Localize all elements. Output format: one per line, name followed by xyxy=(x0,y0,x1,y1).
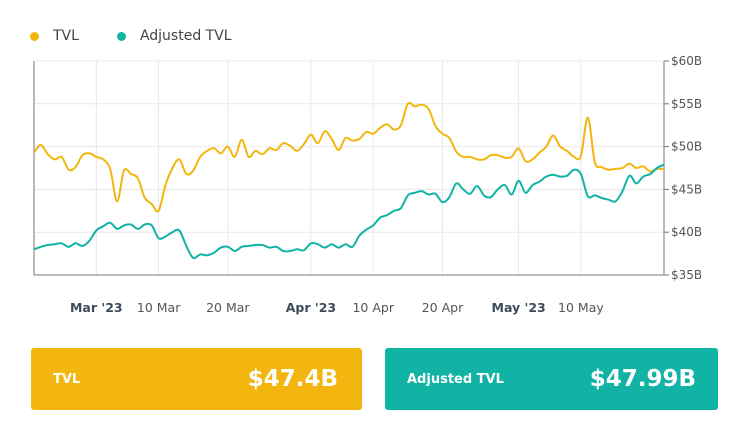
tvl-line-chart: $60B $55B $50B $45B $40B $35B Mar '23 10 Mar 20 … xyxy=(33,54,702,315)
adjusted-tvl-card-value: $47.99B xyxy=(589,366,696,392)
series-line-tvl xyxy=(33,101,665,213)
chart-legend: TVL Adjusted TVL xyxy=(30,28,270,44)
adjusted-tvl-card: Adjusted TVL $47.99B xyxy=(385,348,718,410)
legend-label-adjusted-tvl: Adjusted TVL xyxy=(139,28,232,44)
adjusted-tvl-card-label: Adjusted TVL xyxy=(407,371,504,387)
y-tick-label: $35B xyxy=(671,268,702,282)
legend-dot-adjusted-tvl xyxy=(116,31,126,41)
x-tick-label: 20 Mar xyxy=(206,300,250,315)
legend-item-adjusted-tvl[interactable]: Adjusted TVL xyxy=(116,28,232,44)
y-tick-label: $60B xyxy=(671,54,702,68)
y-tick-label: $45B xyxy=(671,182,702,196)
tvl-card-label: TVL xyxy=(53,371,81,387)
tvl-card-value: $47.4B xyxy=(247,366,338,392)
x-tick-label: 10 Apr xyxy=(352,300,394,315)
x-tick-label: Mar '23 xyxy=(70,300,123,315)
tvl-card: TVL $47.4B xyxy=(31,348,362,410)
x-tick-label: Apr '23 xyxy=(286,300,336,315)
legend-dot-tvl xyxy=(30,31,39,41)
y-tick-label: $50B xyxy=(671,140,702,154)
legend-label-tvl: TVL xyxy=(53,28,79,44)
legend-item-tvl[interactable]: TVL xyxy=(30,28,79,44)
y-tick-label: $55B xyxy=(671,97,702,111)
x-tick-label: 10 Mar xyxy=(137,300,181,315)
x-tick-label: May '23 xyxy=(492,300,546,315)
series-line-adjusted-tvl xyxy=(33,163,665,260)
x-tick-label: 10 May xyxy=(558,300,604,315)
y-tick-label: $40B xyxy=(671,225,702,239)
x-tick-label: 20 Apr xyxy=(422,300,464,315)
